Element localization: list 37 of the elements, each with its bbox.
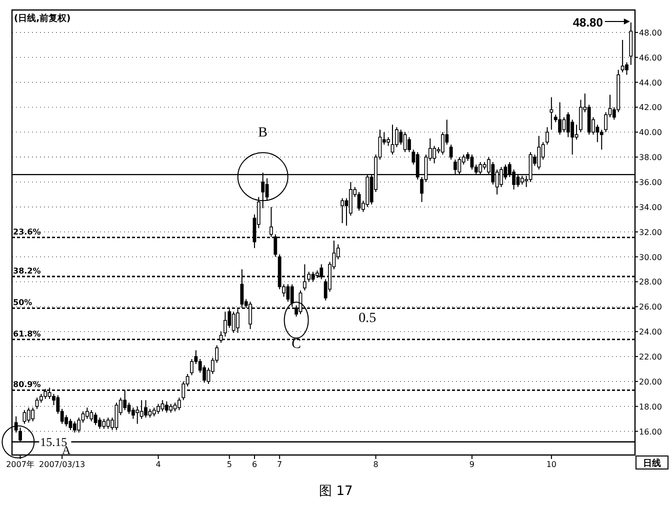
x-tick-label: 10 [546, 460, 557, 469]
x-tick-label: 2007/03/13 [39, 460, 86, 469]
y-tick-label: 22.00 [639, 352, 662, 362]
y-tick-label: 18.00 [639, 402, 662, 412]
annotation: 0.5 [358, 311, 376, 326]
annotation: 23.6% [13, 227, 41, 236]
annotation: 48.80 [572, 15, 604, 30]
y-tick-label: 16.00 [639, 427, 662, 436]
y-tick-label: 42.00 [639, 103, 662, 112]
annotation: B [258, 126, 268, 141]
y-tick-label: 34.00 [639, 202, 662, 212]
y-tick-label: 40.00 [639, 128, 662, 138]
x-tick-label: 7 [277, 460, 282, 469]
y-tick-label: 44.00 [639, 78, 662, 88]
y-tick-label: 20.00 [639, 377, 662, 386]
y-tick-label: 46.00 [639, 53, 662, 62]
annotation: 61.8% [13, 329, 41, 338]
x-tick-label: 5 [226, 460, 232, 469]
text: 日线 [643, 458, 661, 469]
x-tick-label: 8 [373, 460, 378, 469]
annotation: 50% [13, 298, 32, 308]
annotation: 38.2% [13, 266, 41, 276]
y-tick-label: 38.00 [639, 153, 662, 162]
x-tick-label: 4 [156, 460, 161, 469]
caption: 图 17 [319, 484, 353, 499]
x-tick-label: 9 [469, 460, 475, 469]
y-tick-label: 48.00 [639, 28, 662, 38]
y-tick-label: 30.00 [639, 252, 662, 262]
text: (日线,前复权) [14, 13, 71, 24]
y-tick-label: 26.00 [639, 302, 662, 312]
y-tick-label: 28.00 [639, 278, 662, 287]
x-tick-label: 6 [252, 460, 258, 469]
y-tick-label: 36.00 [639, 178, 662, 188]
y-tick-label: 32.00 [639, 228, 662, 237]
y-tick-label: 24.00 [639, 328, 662, 337]
x-tick-label: 2007年 [6, 460, 34, 469]
annotation: 80.9% [13, 380, 41, 390]
